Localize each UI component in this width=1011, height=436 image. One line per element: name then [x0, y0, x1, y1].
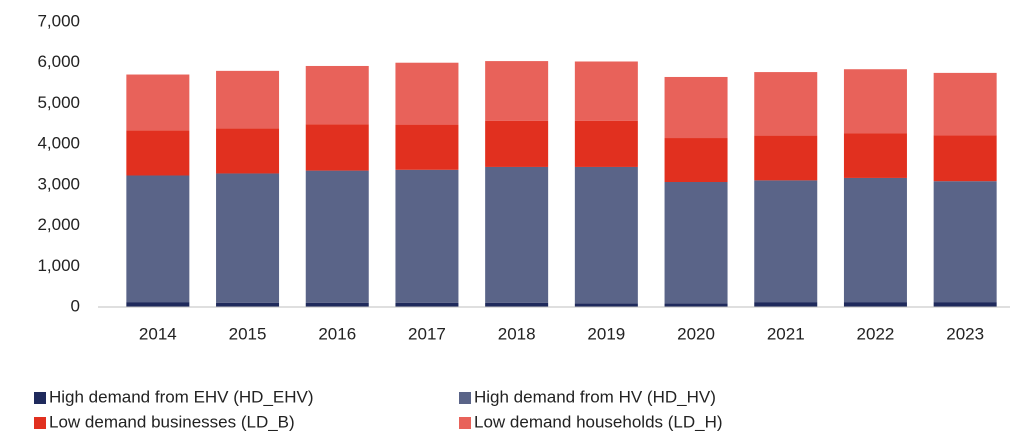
- bar-segment: [754, 180, 818, 303]
- bar-segment: [126, 302, 190, 307]
- bar-segment: [305, 170, 369, 303]
- legend-swatch: [34, 417, 46, 429]
- bar-segment: [126, 74, 190, 131]
- legend-swatch: [459, 392, 471, 404]
- y-tick-label: 0: [71, 296, 80, 315]
- bar-segment: [754, 135, 818, 181]
- bar-segment: [216, 302, 280, 307]
- bar-segment: [574, 61, 638, 121]
- y-tick-label: 4,000: [37, 134, 80, 153]
- legend-label: Low demand households (LD_H): [474, 412, 723, 431]
- bar-segment: [843, 302, 907, 307]
- legend-swatch: [459, 417, 471, 429]
- y-tick-label: 1,000: [37, 256, 80, 275]
- bar-segment: [305, 302, 369, 307]
- bar-segment: [843, 69, 907, 134]
- bar-segment: [216, 70, 280, 129]
- bar-segment: [664, 138, 728, 183]
- bar-segment: [574, 166, 638, 304]
- bar-segment: [574, 120, 638, 167]
- bar-segment: [485, 61, 549, 121]
- bar-segment: [664, 303, 728, 307]
- bar-segment: [664, 182, 728, 304]
- x-tick-label: 2017: [408, 324, 446, 343]
- bar-segment: [843, 177, 907, 303]
- y-tick-label: 6,000: [37, 52, 80, 71]
- bar-segment: [485, 166, 549, 303]
- bar-segment: [126, 175, 190, 303]
- x-tick-label: 2014: [139, 324, 177, 343]
- bar-segment: [395, 302, 459, 307]
- bar-segment: [395, 62, 459, 125]
- bar-segment: [395, 169, 459, 303]
- bar-segment: [485, 302, 549, 307]
- legend-label: High demand from HV (HD_HV): [474, 387, 716, 406]
- bar-segment: [574, 303, 638, 307]
- x-tick-label: 2018: [498, 324, 536, 343]
- bar-segment: [216, 128, 280, 174]
- bar-segment: [126, 130, 190, 176]
- y-tick-label: 5,000: [37, 93, 80, 112]
- bar-segment: [933, 72, 997, 136]
- bar-segment: [933, 302, 997, 307]
- x-tick-label: 2015: [229, 324, 267, 343]
- y-tick-label: 7,000: [37, 11, 80, 30]
- x-tick-label: 2023: [946, 324, 984, 343]
- x-tick-label: 2021: [767, 324, 805, 343]
- x-tick-label: 2016: [318, 324, 356, 343]
- legend-label: High demand from EHV (HD_EHV): [49, 387, 314, 406]
- legend-label: Low demand businesses (LD_B): [49, 412, 295, 431]
- x-tick-label: 2020: [677, 324, 715, 343]
- y-tick-label: 2,000: [37, 215, 80, 234]
- x-tick-label: 2022: [857, 324, 895, 343]
- bar-segment: [305, 124, 369, 171]
- legend-swatch: [34, 392, 46, 404]
- y-tick-label: 3,000: [37, 174, 80, 193]
- x-tick-label: 2019: [587, 324, 625, 343]
- bar-segment: [754, 302, 818, 307]
- bar-segment: [843, 133, 907, 178]
- bar-segment: [933, 181, 997, 303]
- bar-segment: [664, 76, 728, 139]
- bar-segment: [305, 65, 369, 125]
- bar-segment: [485, 120, 549, 167]
- bar-segment: [754, 72, 818, 136]
- bar-segment: [216, 173, 280, 303]
- bar-segment: [933, 135, 997, 182]
- bar-segment: [395, 124, 459, 170]
